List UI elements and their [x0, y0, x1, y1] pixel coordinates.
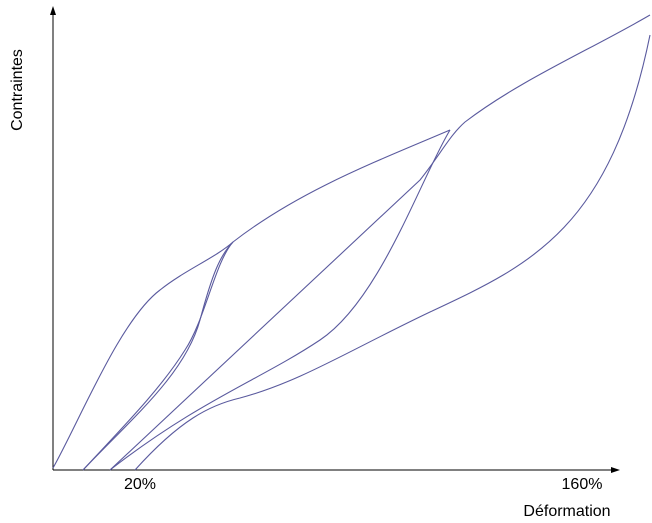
x-arrow: [611, 467, 620, 473]
x-tick-label: 20%: [124, 476, 156, 493]
unloading-3: [134, 34, 651, 471]
y-arrow: [50, 6, 56, 15]
reloading-2: [109, 14, 651, 471]
unloading-1: [82, 241, 234, 471]
x-tick-label: 160%: [562, 476, 603, 493]
y-axis-label: Contraintes: [9, 49, 26, 131]
x-axis-label: Déformation: [523, 503, 610, 520]
primary-loading: [52, 129, 451, 469]
reloading-1: [82, 241, 234, 471]
unloading-2: [109, 129, 451, 471]
